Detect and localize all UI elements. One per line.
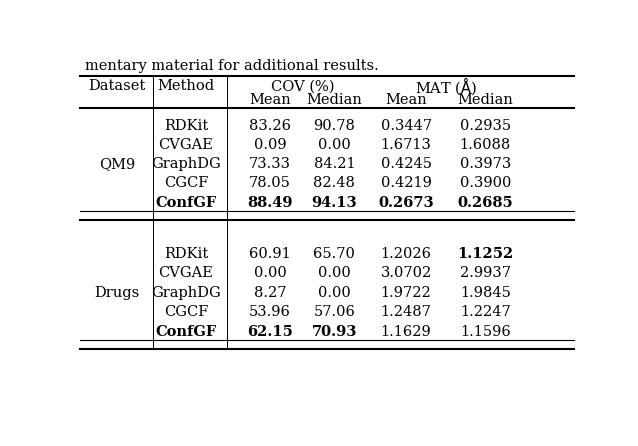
Text: 73.33: 73.33: [249, 157, 291, 171]
Text: CGCF: CGCF: [164, 176, 208, 190]
Text: MAT ($\rm\AA$): MAT ($\rm\AA$): [415, 76, 477, 97]
Text: 82.48: 82.48: [313, 176, 355, 190]
Text: Mean: Mean: [385, 93, 427, 107]
Text: 1.9722: 1.9722: [381, 285, 431, 300]
Text: 53.96: 53.96: [249, 305, 291, 318]
Text: 57.06: 57.06: [313, 305, 355, 318]
Text: CVGAE: CVGAE: [159, 138, 214, 152]
Text: 84.21: 84.21: [314, 157, 355, 171]
Text: 1.2247: 1.2247: [460, 305, 510, 318]
Text: ConfGF: ConfGF: [156, 325, 217, 339]
Text: 0.3447: 0.3447: [380, 119, 432, 132]
Text: RDKit: RDKit: [164, 248, 208, 261]
Text: RDKit: RDKit: [164, 119, 208, 132]
Text: 94.13: 94.13: [311, 196, 357, 210]
Text: GraphDG: GraphDG: [151, 285, 221, 300]
Text: CGCF: CGCF: [164, 305, 208, 318]
Text: Median: Median: [306, 93, 362, 107]
Text: 1.1629: 1.1629: [381, 325, 431, 339]
Text: 2.9937: 2.9937: [460, 266, 510, 281]
Text: QM9: QM9: [99, 157, 135, 171]
Text: 0.3900: 0.3900: [459, 176, 511, 190]
Text: 88.49: 88.49: [248, 196, 293, 210]
Text: 1.6713: 1.6713: [381, 138, 431, 152]
Text: CVGAE: CVGAE: [159, 266, 214, 281]
Text: 78.05: 78.05: [249, 176, 291, 190]
Text: 65.70: 65.70: [313, 248, 355, 261]
Text: 0.2673: 0.2673: [378, 196, 434, 210]
Text: 60.91: 60.91: [249, 248, 291, 261]
Text: 0.2935: 0.2935: [459, 119, 511, 132]
Text: 3.0702: 3.0702: [380, 266, 432, 281]
Text: 0.00: 0.00: [318, 266, 351, 281]
Text: 90.78: 90.78: [313, 119, 355, 132]
Text: 1.1252: 1.1252: [457, 248, 514, 261]
Text: 0.2685: 0.2685: [457, 196, 513, 210]
Text: 62.15: 62.15: [247, 325, 293, 339]
Text: COV (%): COV (%): [271, 79, 334, 94]
Text: 83.26: 83.26: [249, 119, 291, 132]
Text: 70.93: 70.93: [312, 325, 357, 339]
Text: 0.00: 0.00: [318, 138, 351, 152]
Text: mentary material for additional results.: mentary material for additional results.: [85, 58, 378, 73]
Text: Median: Median: [457, 93, 513, 107]
Text: Dataset: Dataset: [88, 79, 145, 94]
Text: 1.6088: 1.6088: [459, 138, 511, 152]
Text: GraphDG: GraphDG: [151, 157, 221, 171]
Text: ConfGF: ConfGF: [156, 196, 217, 210]
Text: Method: Method: [158, 79, 214, 94]
Text: 0.4245: 0.4245: [381, 157, 431, 171]
Text: 0.3973: 0.3973: [459, 157, 511, 171]
Text: 0.09: 0.09: [254, 138, 286, 152]
Text: 0.00: 0.00: [318, 285, 351, 300]
Text: Mean: Mean: [249, 93, 291, 107]
Text: 0.4219: 0.4219: [381, 176, 431, 190]
Text: 1.1596: 1.1596: [460, 325, 510, 339]
Text: 0.00: 0.00: [254, 266, 286, 281]
Text: 1.9845: 1.9845: [460, 285, 510, 300]
Text: Drugs: Drugs: [94, 286, 140, 300]
Text: 8.27: 8.27: [254, 285, 286, 300]
Text: 1.2487: 1.2487: [381, 305, 431, 318]
Text: 1.2026: 1.2026: [381, 248, 431, 261]
